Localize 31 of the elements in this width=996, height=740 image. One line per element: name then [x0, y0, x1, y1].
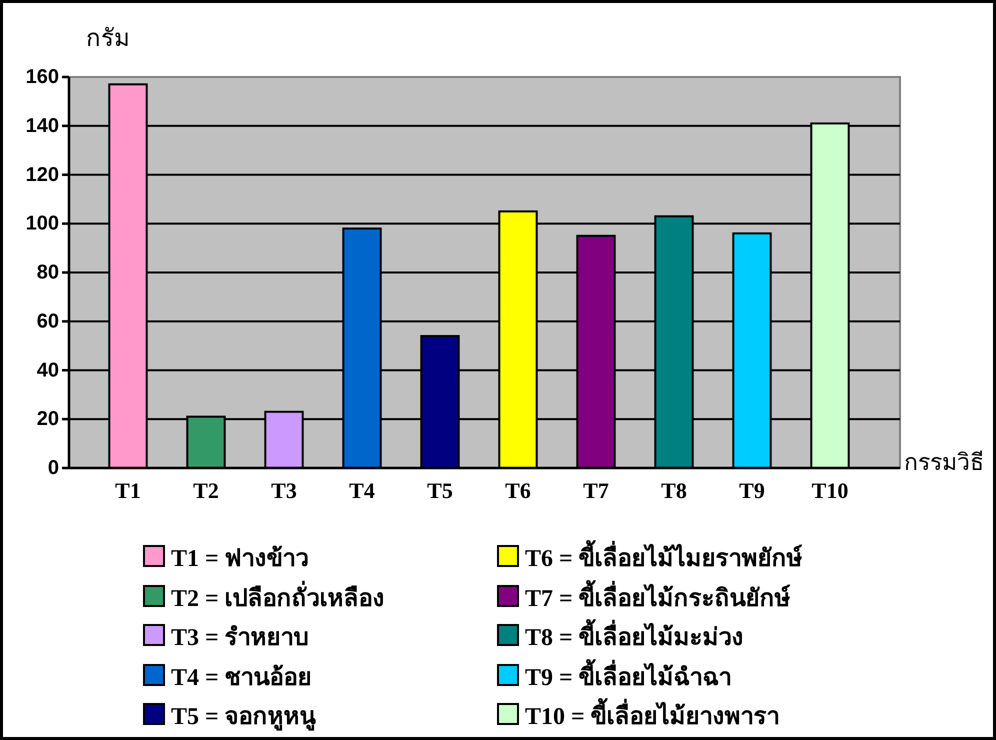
- y-tick-label: 120: [26, 164, 59, 186]
- x-tick-label: T7: [583, 478, 609, 503]
- y-axis-title: กรัม: [86, 25, 130, 52]
- y-tick-label: 100: [26, 212, 59, 235]
- x-tick-label: T2: [193, 478, 219, 503]
- x-tick-label: T9: [739, 478, 765, 503]
- legend-label: T2 = เปลือกถั่วเหลือง: [171, 578, 385, 618]
- x-tick-label: T3: [271, 478, 297, 503]
- y-tick-label: 20: [36, 408, 59, 430]
- legend-label: T5 = จอกหูหนู: [171, 703, 316, 733]
- x-tick-label: T10: [812, 478, 848, 503]
- y-tick-label: 140: [26, 114, 59, 137]
- legend-label: T8 = ขี้เลื่อยไม้มะม่วง: [525, 618, 744, 658]
- legend-label: T3 = รำหยาบ: [171, 624, 309, 653]
- legend-label: T7 = ขี้เลื่อยไม้กระถินยักษ์: [525, 578, 791, 618]
- y-tick-label: 60: [36, 310, 59, 332]
- y-tick-label: 160: [26, 66, 59, 88]
- y-tick-label: 0: [48, 457, 59, 479]
- legend-label: T4 = ชานอ้อย: [171, 664, 312, 692]
- x-tick-label: T5: [427, 478, 453, 503]
- legend-label: T9 = ขี้เลื่อยไม้ฉำฉา: [525, 658, 732, 698]
- legend-label: T10 = ขี้เลื่อยไม้ยางพารา: [525, 697, 780, 737]
- x-axis-title: กรรมวิธี: [904, 449, 984, 475]
- legend-label: T6 = ขี้เลื่อยไม้ไมยราพยักษ์: [525, 539, 803, 579]
- y-tick-label: 80: [36, 262, 59, 284]
- x-tick-label: T1: [115, 478, 141, 503]
- y-tick-label: 40: [36, 359, 59, 382]
- legend-label: T1 = ฟางข้าว: [171, 544, 309, 574]
- x-tick-label: T6: [505, 478, 531, 503]
- x-tick-label: T8: [661, 478, 687, 503]
- x-tick-label: T4: [349, 478, 375, 503]
